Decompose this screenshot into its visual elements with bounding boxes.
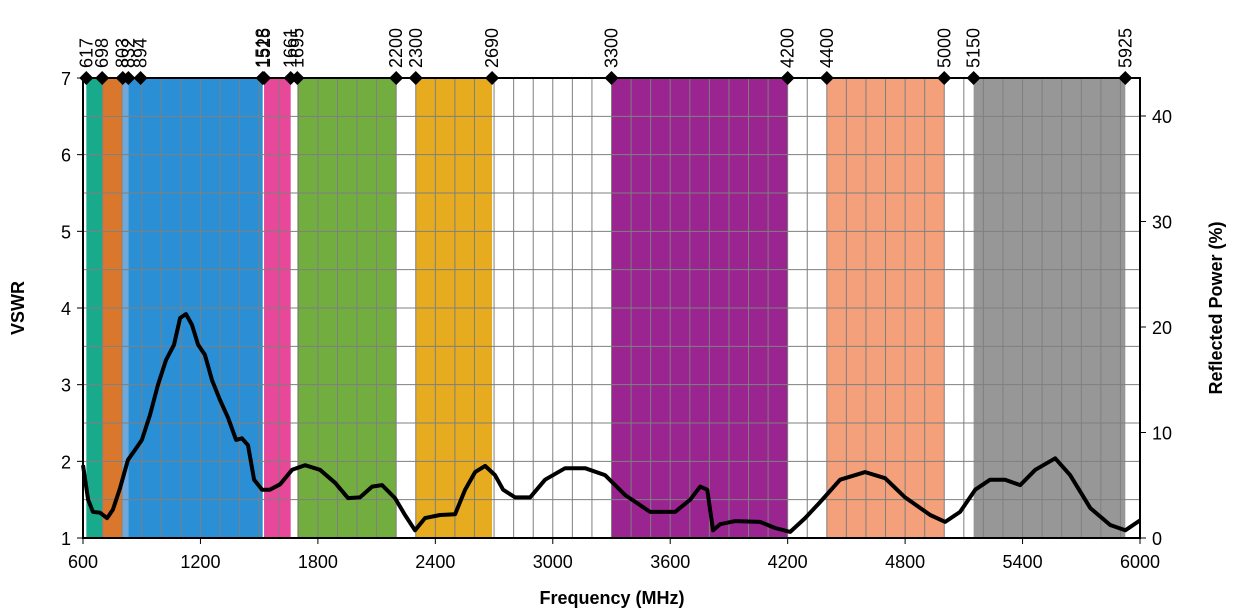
y-tick-label: 7: [61, 69, 71, 89]
x-tick-label: 6000: [1120, 552, 1160, 572]
band-edge-label: 803: [113, 38, 133, 68]
band-edge-marker: [966, 71, 981, 85]
band-edge-marker: [819, 71, 834, 85]
band-edge-marker: [408, 71, 423, 85]
x-tick-label: 4800: [885, 552, 925, 572]
band-edge-label: 698: [92, 38, 112, 68]
y-tick-label: 1: [61, 529, 71, 549]
band-edge-label: 1525: [254, 28, 274, 68]
band-edge-marker: [937, 71, 952, 85]
band-edge-label: 1661: [281, 28, 301, 68]
x-tick-label: 1800: [298, 552, 338, 572]
band-edge-label: 832: [118, 38, 138, 68]
y2-tick-label: 10: [1152, 423, 1172, 443]
band-edge-label: 2300: [406, 28, 426, 68]
y-tick-label: 2: [61, 452, 71, 472]
y2-tick-label: 0: [1152, 529, 1162, 549]
y-tick-label: 4: [61, 299, 71, 319]
band-edge-label: 2690: [482, 28, 502, 68]
band-edge-label: 1518: [253, 28, 273, 68]
y-tick-label: 6: [61, 146, 71, 166]
y2-tick-label: 20: [1152, 318, 1172, 338]
band-edge-label: 4400: [817, 28, 837, 68]
y2-tick-label: 30: [1152, 212, 1172, 232]
band-edge-marker: [95, 71, 110, 85]
y-tick-label: 5: [61, 222, 71, 242]
x-tick-label: 3600: [650, 552, 690, 572]
x-tick-label: 2400: [415, 552, 455, 572]
band-edge-label: 894: [131, 38, 151, 68]
x-tick-label: 5400: [1003, 552, 1043, 572]
band-edge-marker: [1118, 71, 1133, 85]
band-edge-marker: [604, 71, 619, 85]
band-edge-marker: [257, 71, 272, 85]
vswr-line: [81, 312, 1142, 534]
band-edge-label: 4200: [778, 28, 798, 68]
band-edge-label: 3300: [602, 28, 622, 68]
x-tick-label: 1200: [180, 552, 220, 572]
band-edge-marker: [121, 71, 136, 85]
band-edge-label: 5925: [1115, 28, 1135, 68]
band-edge-marker: [290, 71, 305, 85]
band-edge-marker: [485, 71, 500, 85]
y-tick-label: 3: [61, 376, 71, 396]
x-axis-label: Frequency (MHz): [539, 588, 684, 608]
y2-tick-label: 40: [1152, 107, 1172, 127]
x-tick-label: 4200: [768, 552, 808, 572]
band-edge-label: 617: [76, 38, 96, 68]
band-edge-marker: [780, 71, 795, 85]
band-edge-marker: [79, 71, 94, 85]
band-edge-marker: [389, 71, 404, 85]
band-edge-label: 1695: [287, 28, 307, 68]
x-tick-label: 3000: [533, 552, 573, 572]
y2-axis-label: Reflected Power (%): [1206, 221, 1226, 394]
band-edge-label: 5150: [964, 28, 984, 68]
band-edge-label: 5000: [934, 28, 954, 68]
band-edge-label: 2200: [386, 28, 406, 68]
band-edge-marker: [133, 71, 148, 85]
x-tick-label: 600: [68, 552, 98, 572]
y-axis-label: VSWR: [8, 281, 28, 335]
